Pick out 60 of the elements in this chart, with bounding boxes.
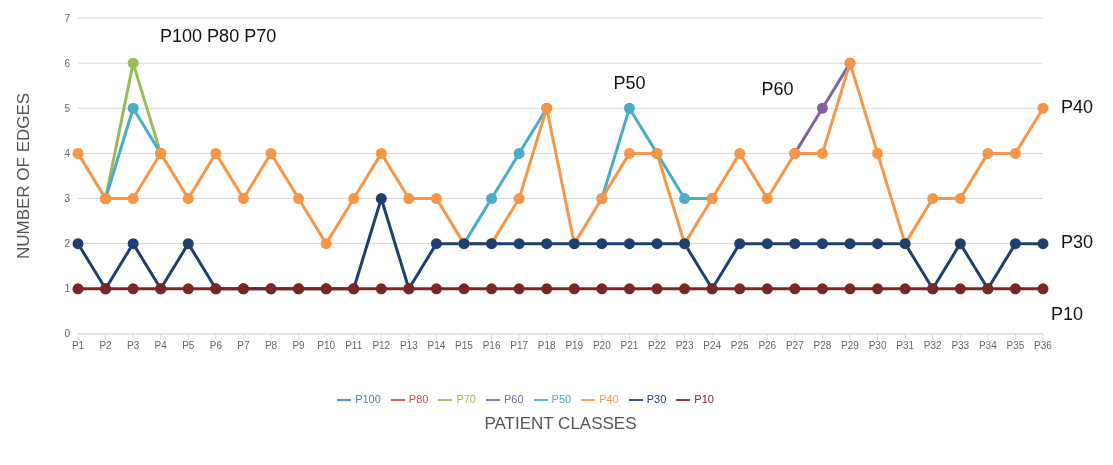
legend-label: P100 xyxy=(355,393,381,405)
x-tick-label: P6 xyxy=(209,340,223,352)
y-tick-label: 6 xyxy=(64,57,71,69)
x-tick-label: P17 xyxy=(510,340,529,352)
y-tick-label: 4 xyxy=(64,147,71,159)
x-tick-label: P4 xyxy=(154,340,168,352)
x-tick-label: P2 xyxy=(99,340,113,352)
annotation: P100 P80 P70 xyxy=(160,25,277,46)
x-tick-label: P1 xyxy=(71,340,85,352)
x-tick-label: P28 xyxy=(813,340,832,352)
x-tick-label: P29 xyxy=(841,340,860,352)
x-axis-title: PATIENT CLASSES xyxy=(484,413,637,433)
x-tick-label: P35 xyxy=(1006,340,1025,352)
x-tick-label: P21 xyxy=(620,340,639,352)
legend-label: P60 xyxy=(503,393,524,405)
x-tick-label: P7 xyxy=(237,340,250,352)
x-tick-label: P19 xyxy=(565,340,584,352)
x-tick-label: P9 xyxy=(292,340,306,352)
annotation: P50 xyxy=(613,73,646,94)
y-axis-title: NUMBER OF EDGES xyxy=(14,92,34,260)
x-tick-label: P18 xyxy=(537,340,557,352)
x-tick-label: P23 xyxy=(675,340,694,352)
x-tick-label: P36 xyxy=(1034,340,1053,352)
x-tick-label: P3 xyxy=(127,340,140,352)
x-tick-label: P14 xyxy=(427,340,446,352)
annotation: P40 xyxy=(1061,97,1094,118)
legend-label: P30 xyxy=(646,393,667,405)
x-tick-label: P25 xyxy=(730,340,750,352)
x-tick-label: P13 xyxy=(399,340,419,352)
y-tick-label: 5 xyxy=(64,102,71,114)
legend-label: P80 xyxy=(408,393,429,405)
x-tick-label: P27 xyxy=(785,340,805,352)
x-tick-label: P34 xyxy=(978,340,998,352)
x-tick-label: P33 xyxy=(951,340,970,352)
legend-label: P50 xyxy=(551,393,572,405)
x-tick-label: P16 xyxy=(482,340,501,352)
y-tick-label: 1 xyxy=(64,283,71,295)
y-tick-label: 7 xyxy=(64,12,71,24)
legend-label: P40 xyxy=(599,393,619,405)
x-tick-label: P24 xyxy=(703,340,722,352)
annotation: P10 xyxy=(1050,303,1084,324)
x-tick-label: P8 xyxy=(264,340,278,352)
legend-label: P70 xyxy=(456,393,476,405)
x-tick-label: P31 xyxy=(896,340,915,352)
y-tick-label: 2 xyxy=(64,238,71,250)
x-tick-label: P10 xyxy=(317,340,336,352)
x-tick-label: P20 xyxy=(592,340,612,352)
x-tick-label: P30 xyxy=(868,340,887,352)
x-tick-label: P15 xyxy=(455,340,474,352)
x-tick-label: P12 xyxy=(372,340,391,352)
annotation: P30 xyxy=(1061,232,1094,253)
x-tick-label: P26 xyxy=(758,340,777,352)
y-tick-label: 0 xyxy=(64,328,71,340)
y-tick-label: 3 xyxy=(64,193,71,205)
x-tick-label: P32 xyxy=(923,340,943,352)
annotation: P60 xyxy=(761,79,794,100)
legend-label: P10 xyxy=(694,393,714,405)
x-tick-label: P5 xyxy=(182,340,195,352)
x-tick-label: P11 xyxy=(345,340,363,352)
x-tick-label: P22 xyxy=(648,340,667,352)
